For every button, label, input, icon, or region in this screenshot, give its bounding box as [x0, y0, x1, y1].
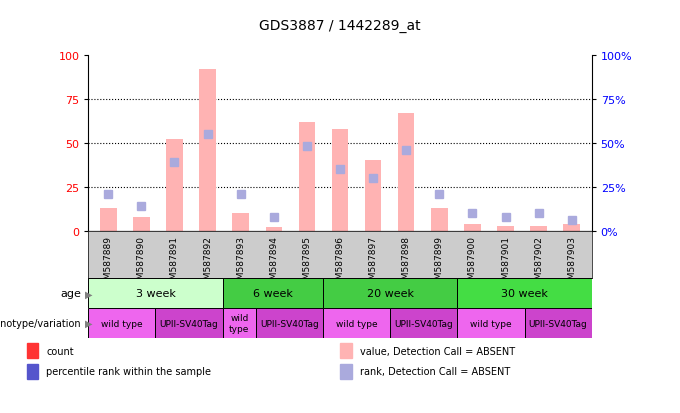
Bar [398, 114, 415, 231]
Bar [365, 161, 381, 231]
Text: GSM587889: GSM587889 [104, 235, 113, 290]
Text: GSM587899: GSM587899 [435, 235, 444, 290]
Text: wild
type: wild type [229, 314, 250, 333]
Text: GSM587896: GSM587896 [335, 235, 345, 290]
Bar [564, 224, 580, 231]
Text: count: count [46, 346, 74, 356]
Text: GSM587903: GSM587903 [567, 235, 576, 290]
FancyBboxPatch shape [458, 279, 592, 309]
Bar [100, 209, 116, 231]
Text: GSM587900: GSM587900 [468, 235, 477, 290]
Text: 3 week: 3 week [135, 289, 175, 299]
Text: 30 week: 30 week [501, 289, 548, 299]
FancyBboxPatch shape [390, 309, 458, 338]
Text: GSM587901: GSM587901 [501, 235, 510, 290]
Text: UPII-SV40Tag: UPII-SV40Tag [160, 319, 218, 328]
Text: wild type: wild type [336, 319, 377, 328]
Text: GSM587893: GSM587893 [236, 235, 245, 290]
Text: UPII-SV40Tag: UPII-SV40Tag [528, 319, 588, 328]
Text: GSM587902: GSM587902 [534, 235, 543, 290]
FancyBboxPatch shape [256, 309, 323, 338]
Text: 6 week: 6 week [253, 289, 293, 299]
Bar [27, 344, 38, 358]
Text: UPII-SV40Tag: UPII-SV40Tag [260, 319, 319, 328]
Text: GSM587898: GSM587898 [402, 235, 411, 290]
Text: percentile rank within the sample: percentile rank within the sample [46, 366, 211, 377]
Text: rank, Detection Call = ABSENT: rank, Detection Call = ABSENT [360, 366, 510, 377]
Bar [332, 130, 348, 231]
Text: GSM587895: GSM587895 [303, 235, 311, 290]
FancyBboxPatch shape [88, 309, 156, 338]
Text: wild type: wild type [101, 319, 143, 328]
Bar [431, 209, 447, 231]
Bar [199, 70, 216, 231]
Text: GSM587892: GSM587892 [203, 235, 212, 290]
Text: value, Detection Call = ABSENT: value, Detection Call = ABSENT [360, 346, 515, 356]
Bar [233, 214, 249, 231]
Bar [464, 224, 481, 231]
Text: ▶: ▶ [85, 289, 92, 299]
FancyBboxPatch shape [222, 309, 256, 338]
Text: GSM587890: GSM587890 [137, 235, 146, 290]
Text: ▶: ▶ [85, 318, 92, 328]
Text: wild type: wild type [470, 319, 512, 328]
Bar [497, 226, 514, 231]
Bar [265, 228, 282, 231]
Text: GDS3887 / 1442289_at: GDS3887 / 1442289_at [259, 19, 421, 33]
Bar [133, 217, 150, 231]
Text: genotype/variation: genotype/variation [0, 318, 82, 328]
Text: GSM587897: GSM587897 [369, 235, 377, 290]
FancyBboxPatch shape [524, 309, 592, 338]
FancyBboxPatch shape [88, 279, 222, 309]
FancyBboxPatch shape [222, 279, 323, 309]
Bar [27, 364, 38, 379]
FancyBboxPatch shape [156, 309, 222, 338]
Text: UPII-SV40Tag: UPII-SV40Tag [394, 319, 454, 328]
Text: GSM587894: GSM587894 [269, 235, 278, 290]
FancyBboxPatch shape [323, 309, 390, 338]
Bar [530, 226, 547, 231]
Text: age: age [61, 289, 82, 299]
FancyBboxPatch shape [323, 279, 458, 309]
FancyBboxPatch shape [458, 309, 524, 338]
Text: GSM587891: GSM587891 [170, 235, 179, 290]
Bar [299, 122, 315, 231]
Bar [340, 364, 352, 379]
Bar [340, 344, 352, 358]
Bar [166, 140, 183, 231]
Text: 20 week: 20 week [367, 289, 414, 299]
